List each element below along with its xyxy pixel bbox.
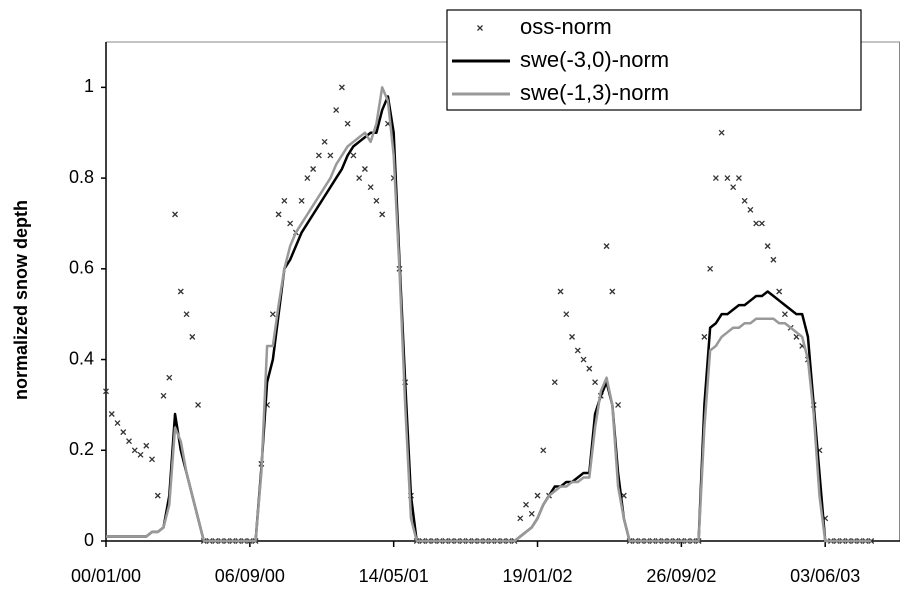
data-point xyxy=(523,501,529,508)
data-point xyxy=(160,392,167,399)
legend-label: swe(-1,3)-norm xyxy=(520,80,669,105)
y-tick-label: 0.8 xyxy=(69,167,94,187)
data-point xyxy=(609,288,616,295)
data-point xyxy=(373,197,380,204)
data-point xyxy=(315,152,322,159)
data-point xyxy=(747,206,754,213)
data-point xyxy=(137,451,144,458)
y-tick-label: 0 xyxy=(84,530,94,550)
legend-box xyxy=(446,9,862,111)
data-point xyxy=(551,379,558,386)
data-point xyxy=(131,447,138,454)
data-point xyxy=(149,456,155,463)
data-point xyxy=(195,401,202,408)
data-point xyxy=(350,152,357,159)
data-point xyxy=(356,175,363,182)
data-point xyxy=(298,197,305,204)
data-point xyxy=(753,220,760,227)
data-point xyxy=(103,388,109,395)
data-point xyxy=(758,220,765,227)
x-tick-label: 06/09/00 xyxy=(215,566,285,586)
data-point xyxy=(126,438,132,445)
data-point xyxy=(275,211,282,218)
data-point xyxy=(770,256,777,263)
data-point xyxy=(172,211,179,218)
data-point xyxy=(730,184,737,191)
data-point xyxy=(166,374,173,381)
data-point xyxy=(540,447,547,454)
x-tick-label: 26/09/02 xyxy=(646,566,716,586)
x-tick-label: 14/05/01 xyxy=(359,566,429,586)
data-point xyxy=(327,152,334,159)
data-point xyxy=(724,175,731,182)
data-point xyxy=(379,211,386,218)
y-tick-label: 1 xyxy=(84,76,94,96)
data-point xyxy=(310,166,317,172)
legend: oss-norm swe(-3,0)-norm swe(-1,3)-norm xyxy=(446,9,862,111)
data-point xyxy=(557,288,564,295)
data-point xyxy=(333,107,340,114)
series-line xyxy=(106,86,872,543)
x-tick-label: 00/01/00 xyxy=(71,566,141,586)
data-point xyxy=(569,333,576,340)
y-axis-label: normalized snow depth xyxy=(11,200,31,400)
data-point xyxy=(707,265,714,272)
y-tick-label: 0.6 xyxy=(69,258,94,278)
data-point xyxy=(868,538,875,544)
data-point xyxy=(574,347,581,354)
data-point xyxy=(321,138,328,145)
data-point xyxy=(517,515,524,522)
data-point xyxy=(281,197,288,204)
data-point xyxy=(615,401,622,408)
data-point xyxy=(287,220,294,227)
data-point xyxy=(718,129,725,136)
data-point xyxy=(534,492,541,499)
data-point xyxy=(269,311,276,318)
data-point xyxy=(781,311,788,318)
data-point xyxy=(563,311,570,318)
data-point xyxy=(586,365,593,372)
data-point xyxy=(592,379,599,386)
data-point xyxy=(177,288,184,295)
data-point xyxy=(361,166,368,172)
y-tick-label: 0.4 xyxy=(69,348,94,368)
data-point xyxy=(304,175,311,182)
data-point xyxy=(183,311,190,318)
data-point xyxy=(338,84,345,91)
data-point xyxy=(367,184,374,191)
data-point xyxy=(344,120,351,127)
data-point xyxy=(701,333,708,340)
data-point xyxy=(528,510,535,517)
data-point xyxy=(580,356,587,363)
data-point xyxy=(120,429,127,436)
data-point xyxy=(735,175,742,182)
legend-marker xyxy=(477,25,483,31)
data-point xyxy=(108,411,115,417)
data-point xyxy=(776,288,783,295)
data-point xyxy=(114,420,121,427)
data-point xyxy=(712,175,719,182)
x-tick-label: 03/06/03 xyxy=(790,566,860,586)
y-tick-label: 0.2 xyxy=(69,439,94,459)
data-point xyxy=(154,492,161,499)
x-tick-label: 19/01/02 xyxy=(502,566,572,586)
data-point xyxy=(764,243,771,250)
data-point xyxy=(143,442,150,449)
legend-label: swe(-3,0)-norm xyxy=(520,47,669,72)
data-point xyxy=(741,197,748,204)
data-point xyxy=(603,243,610,250)
legend-label: oss-norm xyxy=(520,14,612,39)
data-point xyxy=(189,333,196,340)
